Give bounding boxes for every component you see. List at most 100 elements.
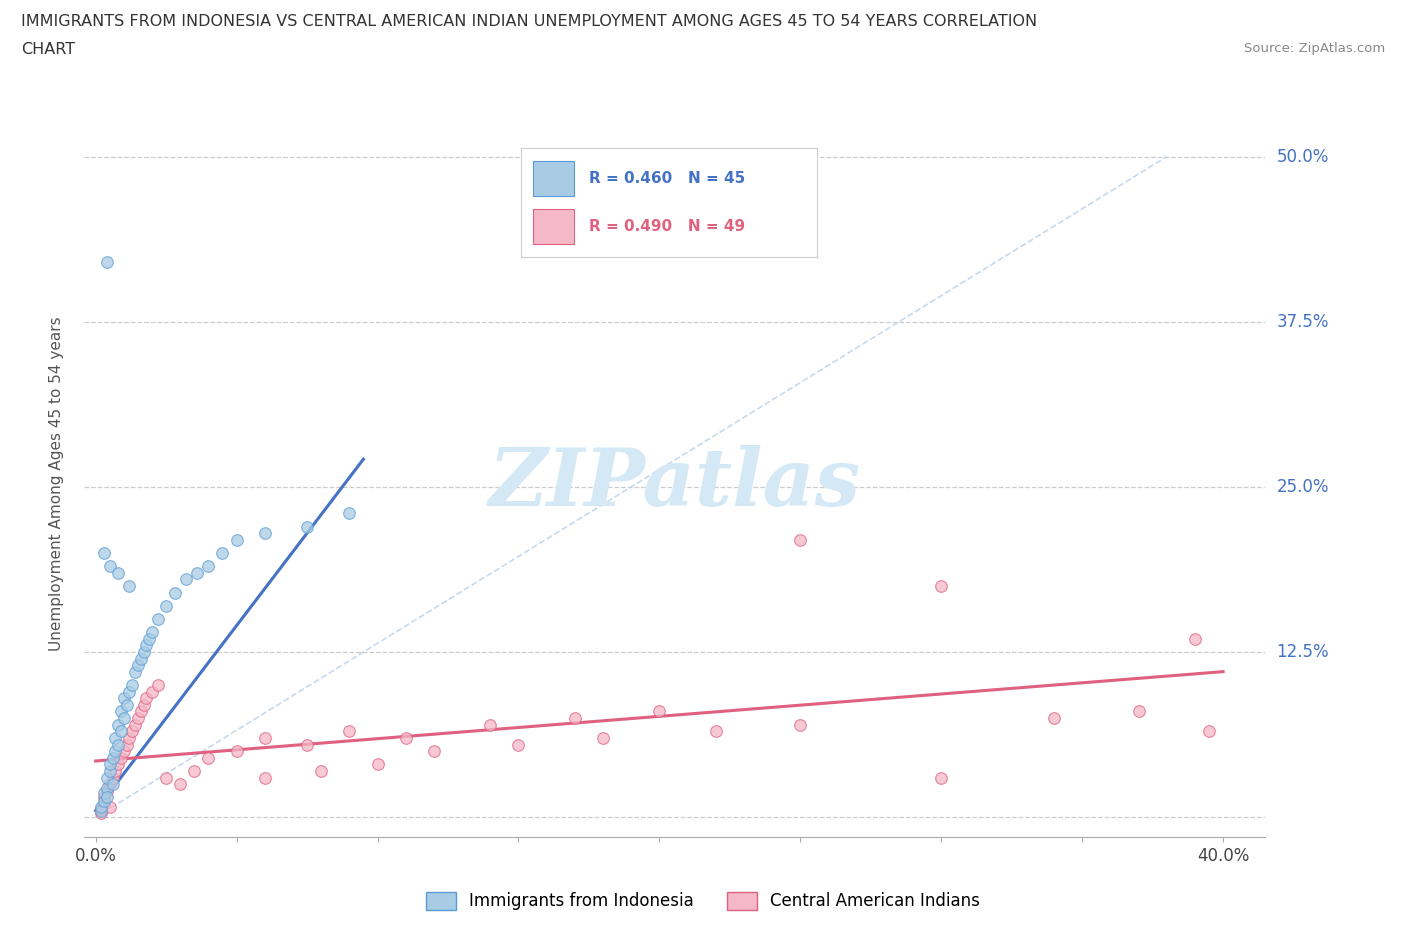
Point (124, 717, 146, 732)
Point (146, 612, 169, 627)
Point (141, 684, 163, 699)
Point (155, 598, 177, 613)
Point (115, 698, 138, 712)
Point (929, 578, 952, 593)
Point (93, 794, 115, 809)
Point (107, 757, 129, 772)
Point (648, 704, 671, 719)
Point (112, 691, 135, 706)
Text: Source: ZipAtlas.com: Source: ZipAtlas.com (1244, 42, 1385, 55)
Point (146, 678, 169, 693)
Point (1184, 631, 1206, 646)
Point (197, 559, 219, 574)
Point (129, 651, 152, 666)
Point (104, 730, 127, 745)
Point (138, 631, 160, 646)
Point (90, 799, 112, 814)
Point (508, 737, 530, 752)
Point (112, 711, 135, 725)
Point (98, 764, 121, 778)
Point (169, 777, 191, 791)
Point (101, 751, 124, 765)
Point (395, 730, 418, 745)
Point (309, 764, 332, 778)
Point (90, 805, 112, 820)
Point (98, 777, 121, 791)
Point (93, 790, 115, 804)
Point (107, 565, 129, 580)
Point (96, 255, 118, 270)
Point (110, 751, 132, 765)
Point (101, 770, 124, 785)
Point (423, 744, 446, 759)
Point (155, 770, 177, 785)
Point (295, 519, 318, 534)
Point (93, 786, 115, 801)
Point (225, 532, 247, 547)
Point (186, 565, 208, 580)
Point (132, 644, 155, 659)
Point (96, 790, 118, 804)
Point (110, 724, 132, 738)
Point (337, 724, 360, 738)
Point (127, 711, 149, 725)
Point (107, 737, 129, 752)
Point (704, 724, 727, 738)
Point (564, 711, 586, 725)
Point (211, 546, 233, 561)
Point (253, 730, 276, 745)
Point (104, 744, 127, 759)
Point (1128, 704, 1150, 719)
Point (112, 744, 135, 759)
Point (107, 717, 129, 732)
Point (118, 578, 141, 593)
Point (121, 724, 143, 738)
Point (124, 664, 146, 679)
Point (789, 532, 811, 547)
Point (98, 799, 121, 814)
Text: IMMIGRANTS FROM INDONESIA VS CENTRAL AMERICAN INDIAN UNEMPLOYMENT AMONG AGES 45 : IMMIGRANTS FROM INDONESIA VS CENTRAL AME… (21, 14, 1038, 29)
Point (789, 717, 811, 732)
Point (93, 546, 115, 561)
Point (163, 585, 186, 600)
Point (253, 525, 276, 540)
Point (98, 559, 121, 574)
Point (337, 506, 360, 521)
Point (98, 757, 121, 772)
Legend: Immigrants from Indonesia, Central American Indians: Immigrants from Indonesia, Central Ameri… (419, 885, 987, 917)
Point (141, 625, 163, 640)
Point (295, 737, 318, 752)
Text: CHART: CHART (21, 42, 75, 57)
Point (197, 751, 219, 765)
Point (90, 804, 112, 818)
Point (1198, 724, 1220, 738)
Point (135, 691, 157, 706)
Text: 37.5%: 37.5% (1277, 312, 1329, 331)
Text: 50.0%: 50.0% (1277, 148, 1329, 166)
Point (479, 717, 502, 732)
Point (174, 572, 197, 587)
Point (104, 764, 127, 778)
Text: ZIPatlas: ZIPatlas (489, 445, 860, 523)
Point (90, 802, 112, 817)
Point (101, 777, 124, 791)
Point (127, 658, 149, 672)
Point (110, 704, 132, 719)
Point (96, 780, 118, 795)
Text: 12.5%: 12.5% (1277, 643, 1329, 661)
Y-axis label: Unemployment Among Ages 45 to 54 years: Unemployment Among Ages 45 to 54 years (49, 316, 63, 651)
Point (183, 764, 205, 778)
Point (592, 730, 614, 745)
Point (121, 678, 143, 693)
Point (225, 744, 247, 759)
Point (118, 730, 141, 745)
Point (115, 737, 138, 752)
Text: 25.0%: 25.0% (1277, 478, 1329, 496)
Point (929, 770, 952, 785)
Point (132, 698, 155, 712)
Point (366, 757, 388, 772)
Point (135, 638, 157, 653)
Point (96, 783, 118, 798)
Point (93, 796, 115, 811)
Point (1043, 711, 1066, 725)
